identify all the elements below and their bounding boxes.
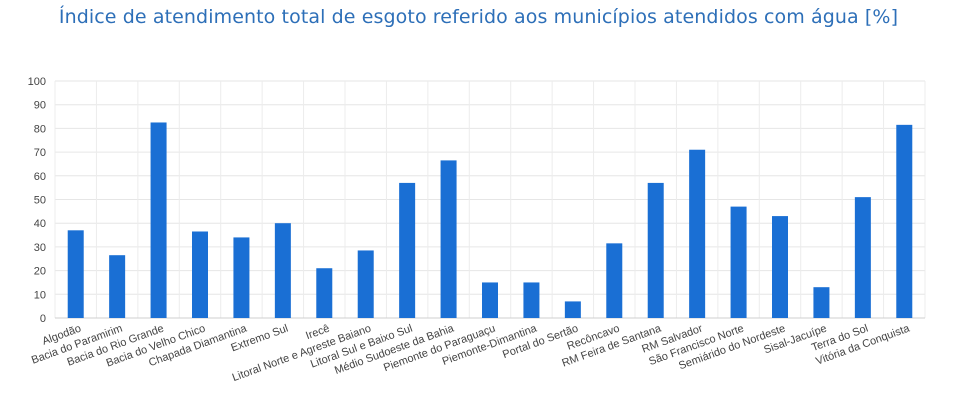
bar (854, 197, 871, 318)
bar (523, 282, 540, 318)
chart-title: Índice de atendimento total de esgoto re… (58, 6, 899, 28)
y-tick-label: 20 (34, 266, 46, 278)
bar (109, 255, 126, 318)
y-tick-label: 60 (34, 171, 46, 183)
y-axis-ticks: 0 10 20 30 40 50 60 70 80 90 100 (28, 76, 46, 325)
bar (150, 122, 167, 318)
bars (67, 122, 913, 318)
bar (647, 182, 664, 318)
bar (274, 223, 291, 318)
bar (689, 149, 706, 318)
bar (482, 282, 498, 318)
bar (896, 124, 913, 318)
y-tick-label: 30 (34, 242, 46, 254)
bar (399, 182, 416, 318)
y-tick-label: 70 (34, 147, 46, 159)
y-tick-label: 40 (34, 218, 46, 230)
bar (564, 301, 581, 318)
bar (606, 243, 623, 318)
bar (813, 287, 830, 318)
bar (67, 230, 84, 318)
y-tick-label: 80 (34, 123, 46, 135)
y-tick-label: 100 (28, 76, 46, 88)
bar (192, 231, 208, 318)
y-tick-label: 90 (34, 100, 46, 112)
bar (440, 160, 457, 318)
y-tick-label: 0 (40, 313, 46, 325)
bar (730, 206, 747, 318)
y-tick-label: 50 (34, 195, 46, 207)
y-tick-label: 10 (34, 289, 46, 301)
bar (316, 268, 333, 318)
bar (233, 237, 250, 318)
bar (357, 250, 374, 318)
bar (772, 216, 788, 318)
